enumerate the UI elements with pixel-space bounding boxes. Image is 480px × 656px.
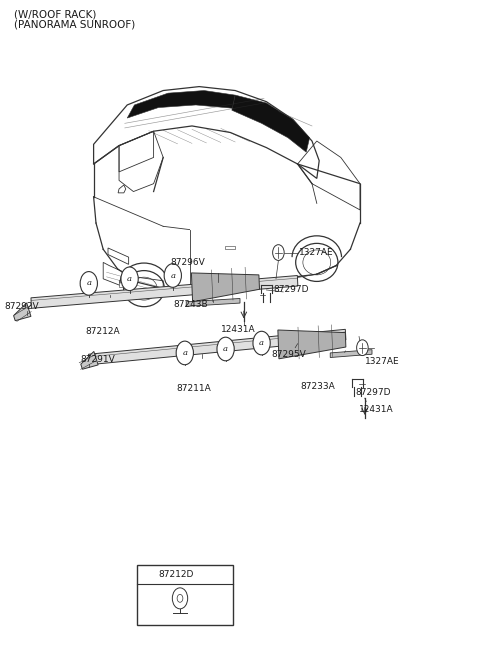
Polygon shape xyxy=(232,95,310,152)
Text: a: a xyxy=(127,275,132,283)
Text: 87233A: 87233A xyxy=(300,382,335,391)
Text: 87243B: 87243B xyxy=(174,300,208,310)
Circle shape xyxy=(176,341,193,365)
Polygon shape xyxy=(88,329,346,365)
Polygon shape xyxy=(127,91,235,118)
Polygon shape xyxy=(192,273,260,302)
Text: 87291V: 87291V xyxy=(81,355,115,364)
Text: 87212A: 87212A xyxy=(85,327,120,336)
Circle shape xyxy=(121,267,138,291)
Text: 12431A: 12431A xyxy=(221,325,255,334)
Text: a: a xyxy=(170,272,175,279)
Polygon shape xyxy=(278,330,346,359)
Text: 87296V: 87296V xyxy=(170,258,205,267)
Bar xyxy=(225,246,235,249)
Text: a: a xyxy=(86,279,91,287)
Text: 87211A: 87211A xyxy=(177,384,211,393)
Text: a: a xyxy=(146,571,151,579)
Text: 87295V: 87295V xyxy=(271,350,306,359)
Bar xyxy=(137,565,233,625)
Text: 1327AE: 1327AE xyxy=(299,248,333,257)
Text: a: a xyxy=(182,349,187,357)
Text: 87292V: 87292V xyxy=(5,302,39,311)
Circle shape xyxy=(253,331,270,355)
Text: 1327AE: 1327AE xyxy=(365,357,399,366)
Polygon shape xyxy=(13,303,31,321)
Text: 12431A: 12431A xyxy=(359,405,394,414)
Polygon shape xyxy=(31,276,298,308)
Circle shape xyxy=(273,245,284,260)
Circle shape xyxy=(143,567,155,583)
Text: 87297D: 87297D xyxy=(274,285,309,295)
Polygon shape xyxy=(186,298,240,306)
Text: 87212D: 87212D xyxy=(158,570,194,579)
Text: a: a xyxy=(259,339,264,347)
Polygon shape xyxy=(330,350,372,358)
Text: (PANORAMA SUNROOF): (PANORAMA SUNROOF) xyxy=(14,20,136,30)
Polygon shape xyxy=(81,352,98,369)
Text: a: a xyxy=(223,345,228,353)
Bar xyxy=(119,280,133,287)
Circle shape xyxy=(164,264,181,287)
Circle shape xyxy=(357,340,368,356)
Circle shape xyxy=(217,337,234,361)
Text: (W/ROOF RACK): (W/ROOF RACK) xyxy=(14,10,97,20)
Circle shape xyxy=(80,272,97,295)
Bar xyxy=(235,279,247,283)
Text: 87297D: 87297D xyxy=(355,388,391,398)
